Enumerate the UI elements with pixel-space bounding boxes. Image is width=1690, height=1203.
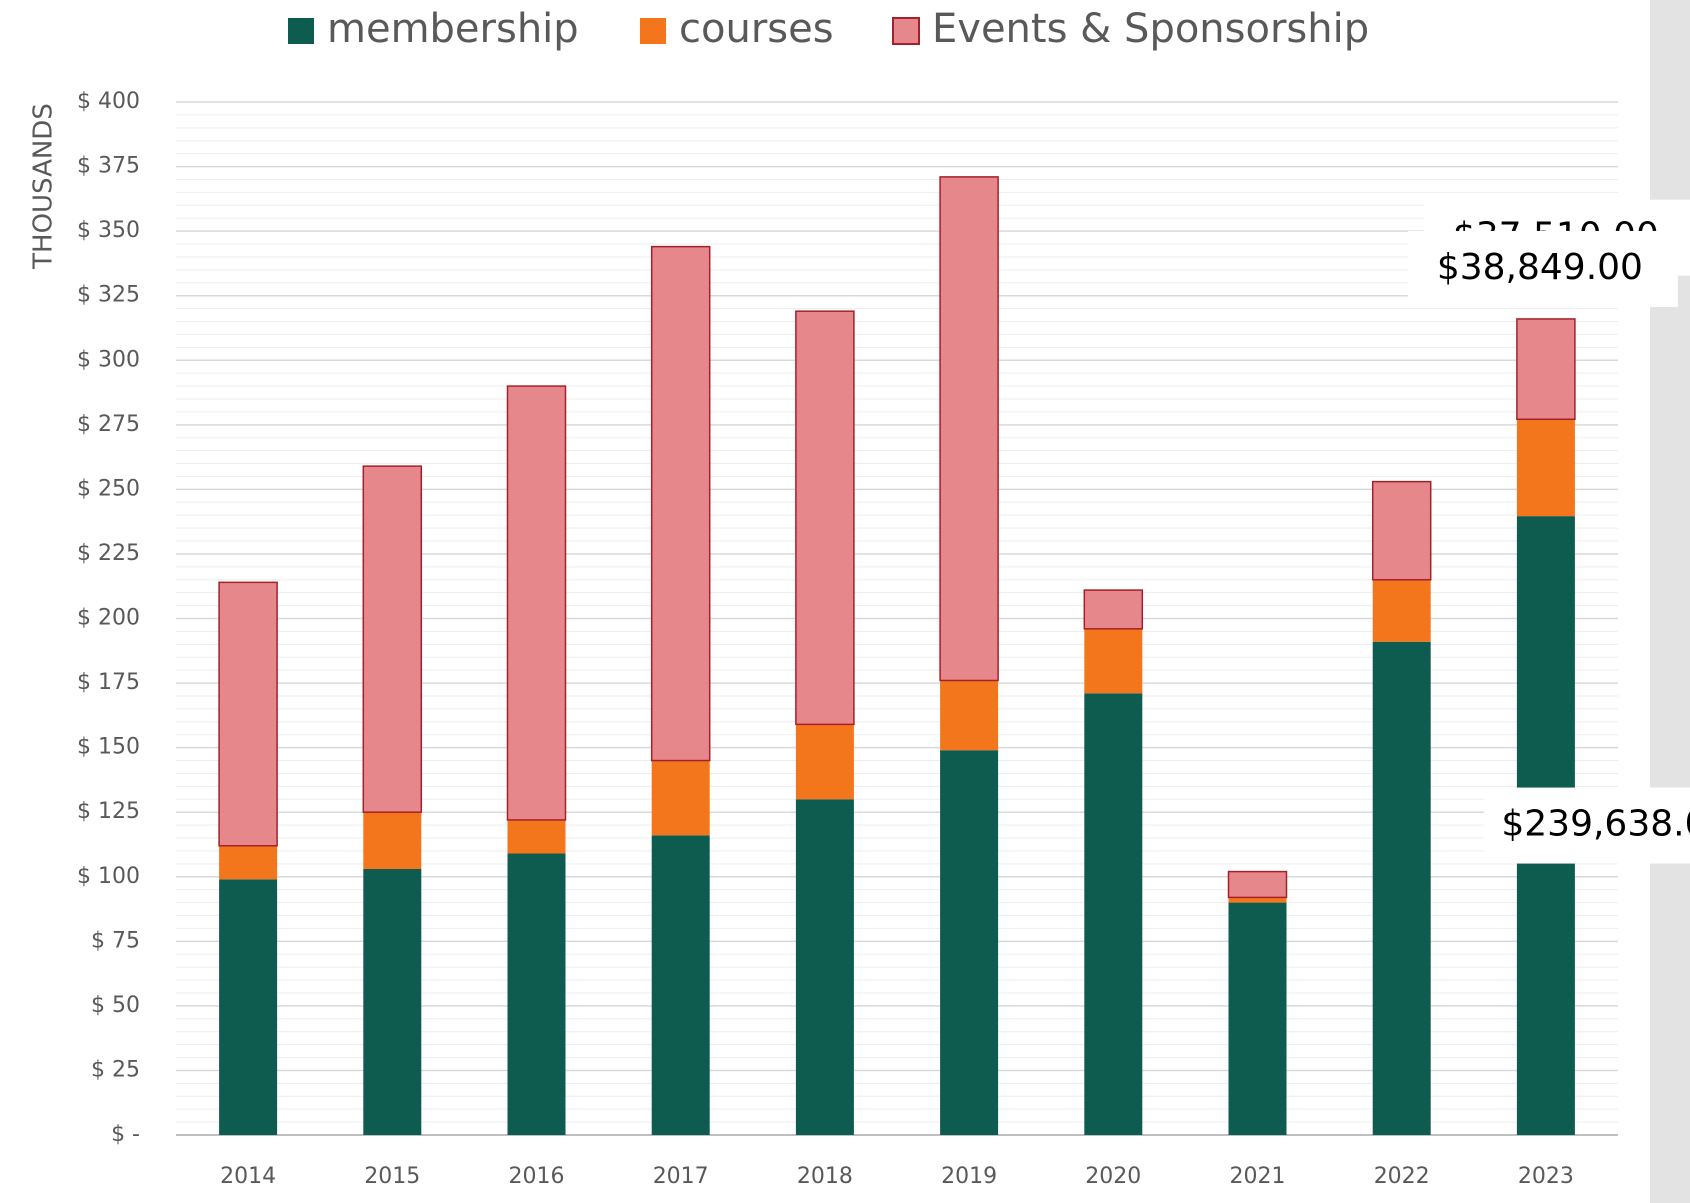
bar-segment [651, 835, 710, 1135]
x-tick-label: 2021 [1230, 1164, 1286, 1189]
bar-segment [1372, 641, 1431, 1135]
y-tick-label: $ 375 [77, 154, 140, 179]
y-tick-label: $ 100 [77, 864, 140, 889]
bar-segment [1516, 419, 1575, 517]
bar-segment [1227, 870, 1288, 899]
y-tick-label: $ 125 [77, 799, 140, 824]
y-tick-label: $ 150 [77, 735, 140, 760]
bar-segment [795, 310, 855, 726]
bar-segment [1516, 318, 1576, 421]
legend-swatch [892, 17, 920, 45]
y-tick-label: $ 50 [91, 993, 140, 1018]
bar-segment [1228, 897, 1287, 903]
bar-segment [1228, 902, 1287, 1135]
bar-segment [219, 879, 278, 1135]
bar-segment [363, 869, 422, 1135]
x-tick-label: 2016 [509, 1164, 565, 1189]
x-tick-label: 2017 [653, 1164, 709, 1189]
bar-segment [1084, 693, 1143, 1135]
bar-segment [1372, 579, 1431, 642]
bar-segment [650, 245, 711, 762]
x-tick-label: 2020 [1085, 1164, 1141, 1189]
legend-swatch [288, 18, 314, 44]
y-tick-label: $ 275 [77, 412, 140, 437]
legend-label: Events & Sponsorship [932, 6, 1369, 52]
y-tick-label: $ 300 [77, 347, 140, 372]
x-tick-label: 2018 [797, 1164, 853, 1189]
y-tick-label: $ 350 [77, 218, 140, 243]
x-tick-label: 2014 [220, 1164, 276, 1189]
y-tick-label: $ - [111, 1122, 140, 1147]
bar-segment [362, 465, 423, 813]
data-label: $239,638.00 [1501, 804, 1690, 845]
y-tick-label: $ 200 [77, 606, 140, 631]
bar-segment [507, 819, 566, 854]
bar-segment [219, 845, 278, 880]
y-axis-title: THOUSANDS [29, 103, 59, 270]
legend-swatch [640, 18, 666, 44]
bar-segment [940, 680, 999, 751]
legend-label: courses [679, 6, 834, 52]
side-strip [1650, 0, 1690, 1203]
bar-segment [1084, 628, 1143, 694]
data-label-box [1483, 787, 1690, 864]
bar-segment [795, 799, 854, 1135]
bar-segment [651, 760, 710, 836]
y-tick-label: $ 175 [77, 670, 140, 695]
y-tick-label: $ 250 [77, 476, 140, 501]
data-label: $38,849.00 [1437, 247, 1643, 288]
legend-label: membership [327, 6, 579, 52]
y-tick-label: $ 400 [77, 89, 140, 114]
bar-segment [506, 385, 567, 821]
data-label-box [1407, 230, 1678, 307]
bar-segment [940, 750, 999, 1135]
y-tick-label: $ 75 [91, 928, 140, 953]
x-tick-label: 2015 [364, 1164, 420, 1189]
bar-segment [507, 853, 566, 1135]
bar-segment [939, 176, 999, 682]
x-tick-label: 2019 [941, 1164, 997, 1189]
bar-segment [363, 812, 422, 870]
y-tick-label: $ 325 [77, 283, 140, 308]
y-tick-label: $ 225 [77, 541, 140, 566]
bar-segment [218, 581, 278, 847]
bar-segment [1371, 480, 1432, 581]
bar-segment [1083, 589, 1144, 630]
x-tick-label: 2023 [1518, 1164, 1574, 1189]
x-tick-label: 2022 [1374, 1164, 1430, 1189]
y-tick-label: $ 25 [91, 1057, 140, 1082]
bar-segment [795, 724, 854, 800]
